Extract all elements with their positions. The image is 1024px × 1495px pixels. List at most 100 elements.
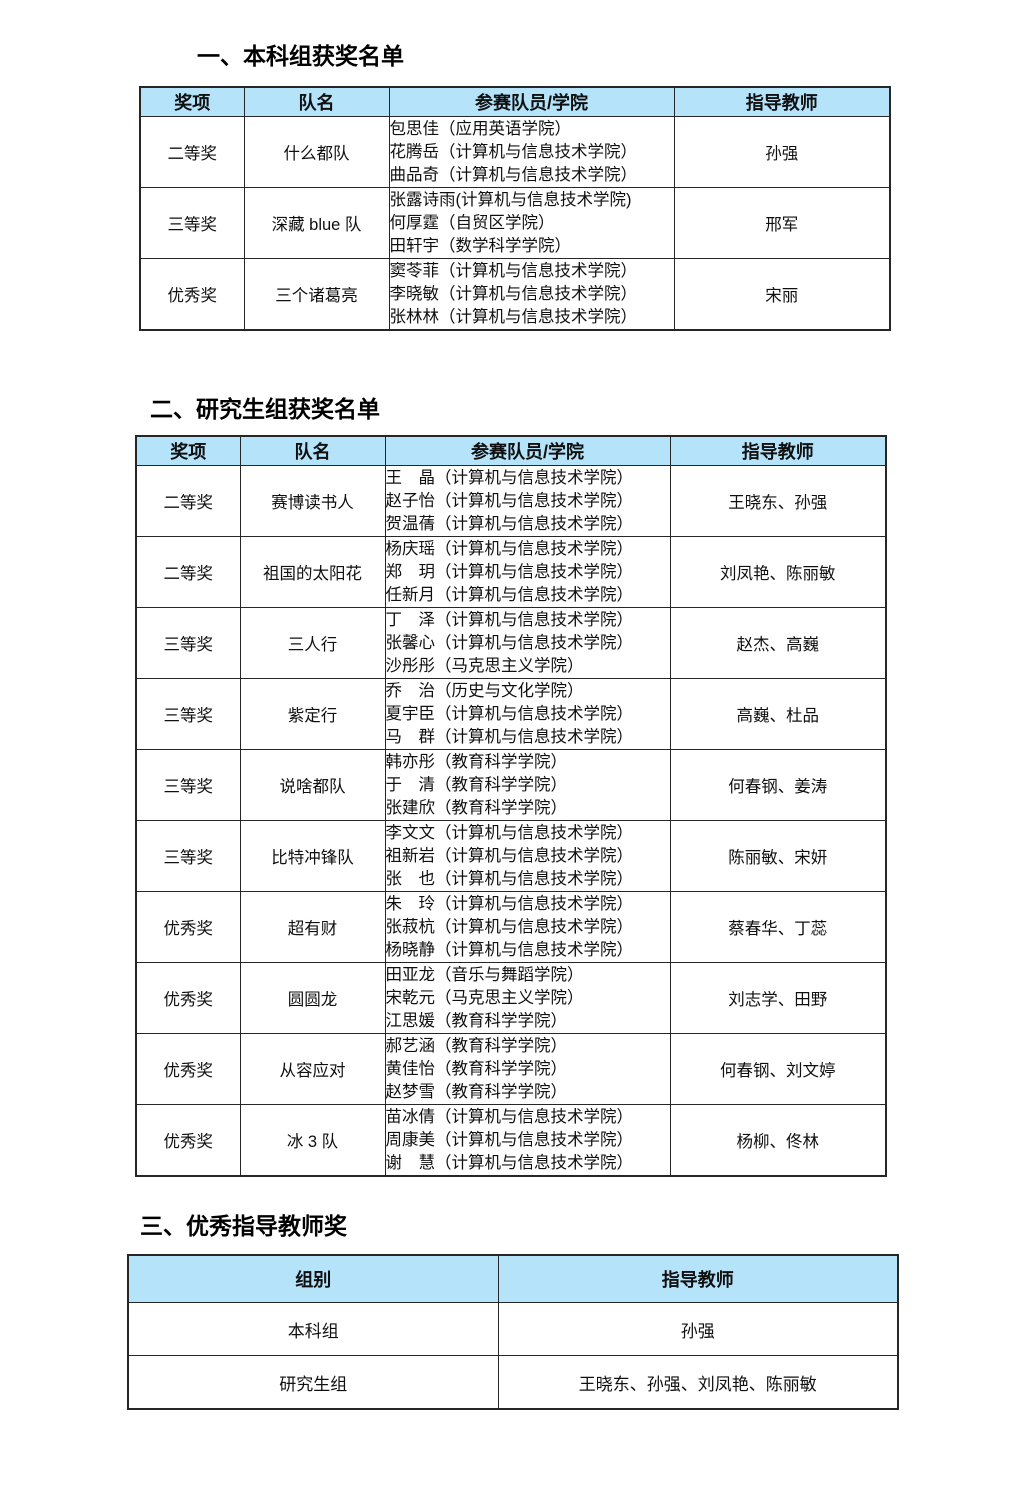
members-cell: 杨庆瑶（计算机与信息技术学院） 郑 玥（计算机与信息技术学院） 任新月（计算机与信息…: [384, 536, 671, 608]
advisors-cell: 何春钢、刘文婷: [669, 1033, 887, 1105]
award-cell: 优秀奖: [139, 258, 245, 331]
advisors-cell: 赵杰、高巍: [669, 607, 887, 679]
advisors-cell: 王晓东、孙强: [669, 465, 887, 537]
section-title: 一、本科组获奖名单: [197, 43, 404, 69]
advisors-cell: 刘凤艳、陈丽敏: [669, 536, 887, 608]
members-cell: 朱 玲（计算机与信息技术学院） 张菽杭（计算机与信息技术学院） 杨晓静（计算机与信息…: [384, 891, 671, 963]
table-row: 二等奖 祖国的太阳花 杨庆瑶（计算机与信息技术学院） 郑 玥（计算机与信息技术学院） 任…: [135, 536, 887, 608]
team-name-cell: 三人行: [239, 607, 386, 679]
member-line: 杨晓静（计算机与信息技术学院）: [385, 940, 633, 959]
member-line: 何厚霆（自贸区学院）: [389, 213, 555, 232]
member-line: 韩亦彤（教育科学学院）: [385, 752, 567, 771]
advisors-cell: 高巍、杜品: [669, 678, 887, 750]
members-cell: 李文文（计算机与信息技术学院） 祖新岩（计算机与信息技术学院） 张 也（计算机与信息…: [384, 820, 671, 892]
undergraduate-awards-table: 奖项 队名 参赛队员/学院 指导教师 二等奖 什么都队 包思佳（应用英语学院） 花腾岳（计算…: [139, 86, 891, 331]
member-line: 祖新岩（计算机与信息技术学院）: [385, 846, 633, 865]
team-name-cell: 比特冲锋队: [239, 820, 386, 892]
table-row: 三等奖 深藏 blue 队张露诗雨(计算机与信息技术学院) 何厚霆（自贸区学院） 田轩…: [139, 187, 891, 259]
member-line: 张露诗雨(计算机与信息技术学院): [389, 190, 632, 209]
table-header: 奖项 队名 参赛队员/学院 指导教师: [139, 86, 891, 117]
table-row: 优秀奖 超有财朱 玲（计算机与信息技术学院） 张菽杭（计算机与信息技术学院） 杨晓静（…: [135, 891, 887, 963]
column-header: 奖项: [135, 435, 241, 466]
table-row: 三等奖 紫定行乔 治（历史与文化学院） 夏宇臣（计算机与信息技术学院） 马 群（计算机…: [135, 678, 887, 750]
member-line: 周康美（计算机与信息技术学院）: [385, 1130, 633, 1149]
table-row: 优秀奖 从容应对 郝艺涵（教育科学学院） 黄佳怡（教育科学学院） 赵梦雪（教育科学学院）…: [135, 1033, 887, 1105]
award-cell: 优秀奖: [135, 962, 241, 1034]
section-graduate-awards: 二、研究生组获奖名单 奖项 队名 参赛队员/学院 指导教师 二等奖 赛博读书人王 晶（计…: [0, 395, 1024, 1177]
member-line: 杨庆瑶（计算机与信息技术学院）: [385, 539, 633, 558]
advisors-cell: 蔡春华、丁蕊: [669, 891, 887, 963]
award-cell: 优秀奖: [135, 1033, 241, 1105]
members-cell: 乔 治（历史与文化学院） 夏宇臣（计算机与信息技术学院） 马 群（计算机与信息技术学…: [384, 678, 671, 750]
table-row: 优秀奖 圆圆龙 田亚龙（音乐与舞蹈学院） 宋乾元（马克思主义学院） 江思媛（教育科学学院…: [135, 962, 887, 1034]
members-cell: 韩亦彤（教育科学学院） 于 清（教育科学学院） 张建欣（教育科学学院）: [384, 749, 671, 821]
award-cell: 优秀奖: [135, 891, 241, 963]
member-line: 花腾岳（计算机与信息技术学院）: [389, 142, 637, 161]
header-row: 组别 指导教师: [127, 1254, 899, 1303]
member-line: 李晓敏（计算机与信息技术学院）: [389, 284, 637, 303]
team-name-cell: 圆圆龙: [239, 962, 386, 1034]
member-line: 贺温蒨（计算机与信息技术学院）: [385, 514, 633, 533]
team-name-cell: 从容应对: [239, 1033, 386, 1105]
award-cell: 三等奖: [135, 749, 241, 821]
member-line: 赵子怡（计算机与信息技术学院）: [385, 491, 633, 510]
member-line: 田轩宇（数学科学学院）: [389, 236, 571, 255]
member-line: 郑 玥（计算机与信息技术学院）: [385, 562, 633, 581]
award-cell: 三等奖: [139, 187, 245, 259]
award-cell: 三等奖: [135, 607, 241, 679]
team-name-cell: 说啥都队: [239, 749, 386, 821]
members-cell: 窦苓菲（计算机与信息技术学院） 李晓敏（计算机与信息技术学院） 张林林（计算机与信息…: [388, 258, 675, 331]
member-line: 沙彤彤（马克思主义学院）: [385, 656, 584, 675]
member-line: 张林林（计算机与信息技术学院）: [389, 307, 637, 326]
members-cell: 田亚龙（音乐与舞蹈学院） 宋乾元（马克思主义学院） 江思媛（教育科学学院）: [384, 962, 671, 1034]
members-cell: 郝艺涵（教育科学学院） 黄佳怡（教育科学学院） 赵梦雪（教育科学学院）: [384, 1033, 671, 1105]
member-line: 夏宇臣（计算机与信息技术学院）: [385, 704, 633, 723]
member-line: 曲品奇（计算机与信息技术学院）: [389, 165, 637, 184]
section-title: 二、研究生组获奖名单: [150, 396, 380, 422]
table-row: 三等奖 比特冲锋队 李文文（计算机与信息技术学院） 祖新岩（计算机与信息技术学院） 张 …: [135, 820, 887, 892]
advisors-cell: 陈丽敏、宋妍: [669, 820, 887, 892]
member-line: 张菽杭（计算机与信息技术学院）: [385, 917, 633, 936]
team-name-cell: 超有财: [239, 891, 386, 963]
advisors-cell: 宋丽: [673, 258, 891, 331]
table-row: 优秀奖 三个诸葛亮 窦苓菲（计算机与信息技术学院） 李晓敏（计算机与信息技术学院） 张林…: [139, 258, 891, 331]
table-row: 二等奖 赛博读书人王 晶（计算机与信息技术学院） 赵子怡（计算机与信息技术学院） 贺温…: [135, 465, 887, 537]
member-line: 张 也（计算机与信息技术学院）: [385, 869, 633, 888]
member-line: 乔 治（历史与文化学院）: [385, 681, 584, 700]
members-cell: 张露诗雨(计算机与信息技术学院) 何厚霆（自贸区学院） 田轩宇（数学科学学院）: [388, 187, 675, 259]
table-header: 组别 指导教师: [127, 1254, 899, 1303]
award-cell: 优秀奖: [135, 1104, 241, 1177]
award-cell: 二等奖: [139, 116, 245, 188]
column-header: 队名: [243, 86, 390, 117]
member-line: 黄佳怡（教育科学学院）: [385, 1059, 567, 1078]
group-cell: 研究生组: [127, 1355, 499, 1410]
member-line: 苗冰倩（计算机与信息技术学院）: [385, 1107, 633, 1126]
column-header: 指导教师: [673, 86, 891, 117]
graduate-awards-table: 奖项 队名 参赛队员/学院 指导教师 二等奖 赛博读书人王 晶（计算机与信息技术学院） 赵…: [135, 435, 887, 1177]
outstanding-advisors-table: 组别 指导教师 本科组 孙强 研究生组 王晓东、孙强、刘凤艳、陈丽敏: [127, 1254, 899, 1410]
members-cell: 王 晶（计算机与信息技术学院） 赵子怡（计算机与信息技术学院） 贺温蒨（计算机与信息…: [384, 465, 671, 537]
team-name-cell: 祖国的太阳花: [239, 536, 386, 608]
member-line: 田亚龙（音乐与舞蹈学院）: [385, 965, 584, 984]
members-cell: 包思佳（应用英语学院） 花腾岳（计算机与信息技术学院） 曲品奇（计算机与信息技术学院…: [388, 116, 675, 188]
team-name-cell: 三个诸葛亮: [243, 258, 390, 331]
advisors-cell: 王晓东、孙强、刘凤艳、陈丽敏: [497, 1355, 899, 1410]
member-line: 马 群（计算机与信息技术学院）: [385, 727, 633, 746]
table-row: 二等奖 什么都队 包思佳（应用英语学院） 花腾岳（计算机与信息技术学院） 曲品奇（计算机…: [139, 116, 891, 188]
table-header: 奖项 队名 参赛队员/学院 指导教师: [135, 435, 887, 466]
member-line: 江思媛（教育科学学院）: [385, 1011, 567, 1030]
members-cell: 苗冰倩（计算机与信息技术学院） 周康美（计算机与信息技术学院） 谢 慧（计算机与信息…: [384, 1104, 671, 1177]
column-header: 参赛队员/学院: [388, 86, 675, 117]
member-line: 窦苓菲（计算机与信息技术学院）: [389, 261, 637, 280]
member-line: 谢 慧（计算机与信息技术学院）: [385, 1153, 633, 1172]
team-name-cell: 紫定行: [239, 678, 386, 750]
column-header: 队名: [239, 435, 386, 466]
advisors-cell: 刘志学、田野: [669, 962, 887, 1034]
member-line: 包思佳（应用英语学院）: [389, 119, 571, 138]
column-header: 指导教师: [497, 1254, 899, 1303]
document-page: 一、本科组获奖名单 奖项 队名 参赛队员/学院 指导教师 二等奖 什么都队 包思佳（应用英…: [0, 42, 1024, 1410]
member-line: 郝艺涵（教育科学学院）: [385, 1036, 567, 1055]
member-line: 张建欣（教育科学学院）: [385, 798, 567, 817]
team-name-cell: 冰 3 队: [239, 1104, 386, 1177]
team-name-cell: 什么都队: [243, 116, 390, 188]
